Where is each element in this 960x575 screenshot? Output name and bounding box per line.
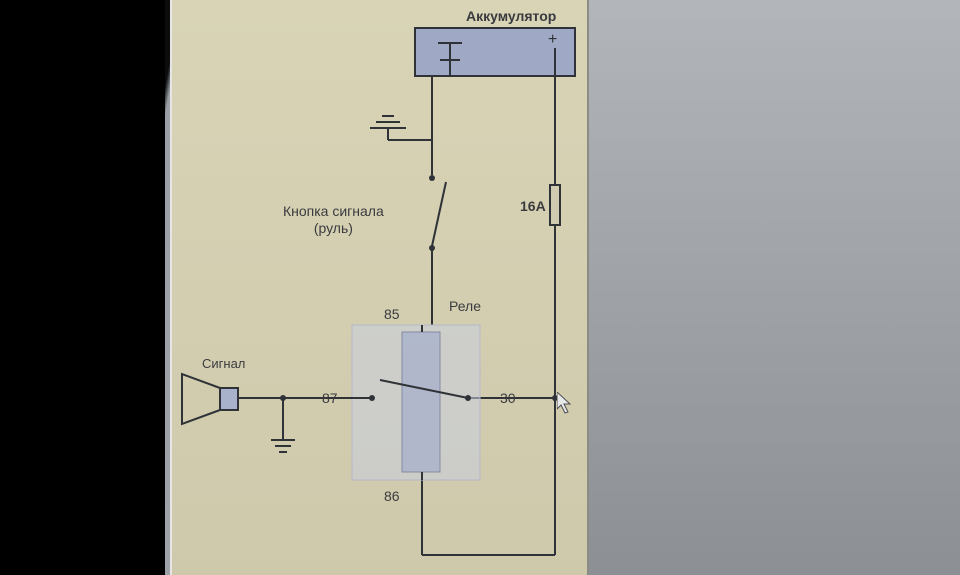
left-black-strip xyxy=(0,0,165,575)
pin-85-label: 85 xyxy=(384,306,400,323)
horn-button-label: Кнопка сигнала (руль) xyxy=(283,203,384,237)
pin-87-label: 87 xyxy=(322,390,338,407)
horn-label: Сигнал xyxy=(202,356,245,372)
relay-coil xyxy=(402,332,440,472)
horn-cone xyxy=(182,374,220,424)
battery-label: Аккумулятор xyxy=(466,8,556,25)
pin-86-label: 86 xyxy=(384,488,400,505)
horn-body xyxy=(220,388,238,410)
wiring-diagram: + xyxy=(170,0,585,575)
fuse-label: 16А xyxy=(520,198,546,215)
battery-plus-symbol: + xyxy=(548,31,557,48)
fuse-symbol xyxy=(550,185,560,225)
relay-label: Реле xyxy=(449,298,481,315)
right-monitor-shade xyxy=(580,0,960,575)
pin-30-label: 30 xyxy=(500,390,516,407)
